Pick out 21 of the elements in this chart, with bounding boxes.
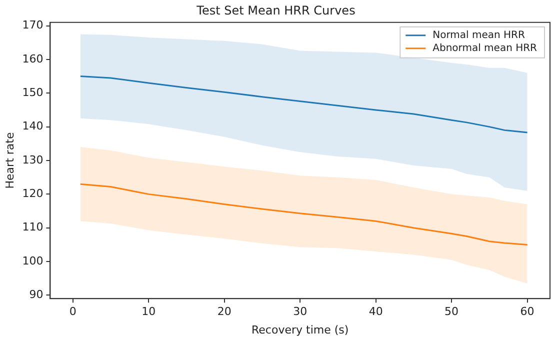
x-tick-label: 10 [142,305,156,318]
y-tick-label: 150 [22,86,44,99]
x-axis-title: Recovery time (s) [252,323,349,336]
y-tick-label: 130 [22,153,44,166]
legend-label: Abnormal mean HRR [432,42,538,54]
y-tick-label: 120 [22,187,44,200]
y-tick-label: 160 [22,52,44,66]
x-tick-label: 50 [444,305,459,318]
legend-label: Normal mean HRR [432,30,526,41]
chart-title: Test Set Mean HRR Curves [196,3,356,18]
y-axis-title: Heart rate [3,132,16,189]
y-tick-label: 170 [22,18,44,32]
y-tick-label: 90 [29,288,44,302]
x-tick-label: 0 [69,305,76,318]
y-tick-label: 110 [22,220,44,234]
y-tick-label: 100 [22,254,44,268]
y-tick-label: 140 [22,120,44,133]
x-tick-label: 30 [293,305,308,318]
x-tick-label: 40 [368,305,383,318]
x-tick-label: 60 [520,305,534,318]
x-tick-label: 20 [217,305,232,318]
